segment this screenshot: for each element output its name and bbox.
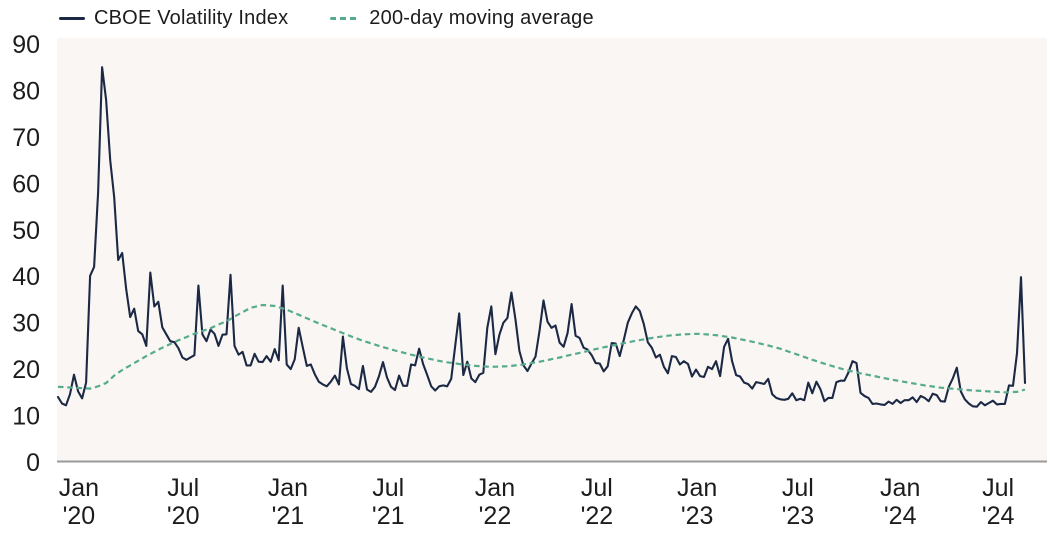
y-tick-label: 30	[12, 310, 40, 338]
plot-area	[57, 38, 1047, 462]
x-tick-year-label: '23	[681, 502, 714, 530]
x-tick-year-label: '20	[63, 502, 96, 530]
y-tick-label: 50	[12, 217, 40, 245]
legend-item-vix: CBOE Volatility Index	[59, 7, 288, 30]
x-tick-month-label: Jan	[677, 474, 717, 502]
x-tick-year-label: '24	[982, 502, 1015, 530]
x-tick-month-label: Jul	[581, 474, 613, 502]
x-tick-month-label: Jan	[59, 474, 99, 502]
x-tick-month-label: Jul	[167, 474, 199, 502]
x-tick-year-label: '22	[479, 502, 512, 530]
vix-line-swatch	[59, 16, 85, 20]
y-tick-label: 90	[12, 31, 40, 59]
legend-item-ma: 200-day moving average	[330, 7, 594, 30]
ma-legend-label: 200-day moving average	[369, 6, 594, 29]
x-tick-year-label: '21	[272, 502, 305, 530]
x-tick-month-label: Jan	[475, 474, 515, 502]
ma-line-swatch	[330, 16, 361, 20]
x-tick-year-label: '21	[372, 502, 405, 530]
vix-legend-label: CBOE Volatility Index	[94, 6, 289, 29]
x-tick-month-label: Jan	[268, 474, 308, 502]
x-tick-month-label: Jul	[982, 474, 1014, 502]
vix-series-line	[56, 66, 1027, 408]
x-tick-year-label: '24	[884, 502, 917, 530]
x-tick-month-label: Jul	[372, 474, 404, 502]
y-tick-label: 20	[12, 356, 40, 384]
y-tick-label: 40	[12, 263, 40, 291]
ma-series-line	[57, 303, 1026, 394]
y-tick-label: 70	[12, 124, 40, 152]
x-tick-year-label: '23	[782, 502, 815, 530]
y-tick-label: 10	[12, 403, 40, 431]
y-tick-label: 60	[12, 170, 40, 198]
legend: CBOE Volatility Index 200-day moving ave…	[59, 5, 594, 31]
y-tick-label: 0	[26, 449, 40, 477]
x-tick-year-label: '20	[167, 502, 200, 530]
y-tick-label: 80	[12, 77, 40, 105]
x-tick-year-label: '22	[581, 502, 614, 530]
x-tick-month-label: Jul	[782, 474, 814, 502]
x-tick-month-label: Jan	[880, 474, 920, 502]
